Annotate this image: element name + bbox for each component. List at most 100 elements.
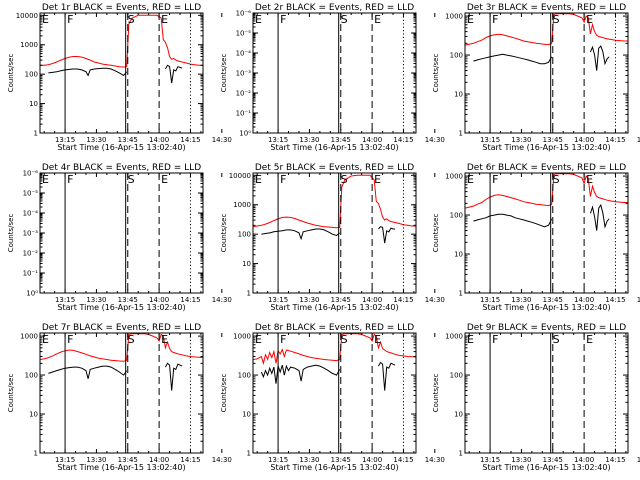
y-tick-label: 100 — [450, 52, 463, 60]
x-tick-label: 14:15 — [393, 456, 413, 464]
x-tick-label: 14:00 — [574, 136, 594, 144]
y-tick-label: 10⁻¹ — [236, 110, 252, 118]
marker-label: S — [553, 173, 560, 186]
marker-label: E — [161, 13, 168, 26]
marker-label: E — [374, 13, 381, 26]
x-tick-label: 14:00 — [149, 296, 169, 304]
y-axis-label: Counts/sec — [7, 54, 15, 93]
x-axis-label: Start Time (16-Apr-15 13:02:40) — [57, 463, 185, 472]
x-tick-label: 14:15 — [605, 296, 625, 304]
y-tick-label: 100 — [450, 372, 463, 380]
plot-frame — [464, 332, 629, 454]
y-tick-label: 10⁻⁵ — [236, 30, 252, 38]
x-tick-label: 14:30 — [425, 136, 445, 144]
x-tick-label: 13:45 — [543, 296, 563, 304]
x-tick-label: 14:30 — [212, 136, 232, 144]
marker-label: S — [553, 333, 560, 346]
marker-label: F — [492, 13, 498, 26]
marker-label: F — [280, 13, 286, 26]
y-tick-label: 1000 — [445, 173, 463, 181]
y-tick-label: 1000 — [233, 333, 251, 341]
marker-label: E — [467, 333, 474, 346]
x-tick-label: 13:45 — [543, 456, 563, 464]
x-tick-label: 13:30 — [86, 136, 106, 144]
series-line-events-1 — [377, 361, 396, 391]
x-tick-label: 13:30 — [511, 296, 531, 304]
x-tick-label: 13:45 — [543, 136, 563, 144]
x-tick-label: 14:00 — [362, 296, 382, 304]
plot-frame — [464, 12, 629, 134]
marker-label: S — [341, 13, 348, 26]
y-axis-label: Counts/sec — [432, 54, 440, 93]
marker-label: E — [374, 173, 381, 186]
plot-frame — [39, 172, 204, 294]
y-tick-label: 10 — [242, 260, 251, 268]
marker-label: E — [374, 333, 381, 346]
x-tick-label: 13:45 — [118, 296, 138, 304]
y-tick-label: 10⁻⁶ — [23, 170, 39, 178]
panel-title: Det 8r BLACK = Events, RED = LLD — [255, 323, 414, 333]
x-tick-label: 14:30 — [212, 456, 232, 464]
x-tick-label: 14:00 — [574, 296, 594, 304]
x-tick-label: 14:00 — [362, 456, 382, 464]
series-line-events-0 — [473, 213, 553, 228]
y-tick-label: 100 — [238, 231, 251, 239]
y-axis-label: Counts/sec — [432, 374, 440, 413]
y-axis-label: Counts/sec — [220, 374, 228, 413]
series-line-events-1 — [589, 203, 610, 231]
plot-frame — [252, 332, 417, 454]
y-tick-label: 1000 — [20, 333, 38, 341]
x-tick-label: 13:15 — [268, 456, 288, 464]
series-line-lld-2 — [465, 13, 628, 46]
x-tick-label: 14:15 — [180, 456, 200, 464]
y-tick-label: 10⁻³ — [23, 230, 39, 238]
panel-title: Det 7r BLACK = Events, RED = LLD — [42, 323, 201, 333]
x-tick-label: 13:45 — [118, 456, 138, 464]
x-tick-label: 14:00 — [574, 456, 594, 464]
y-tick-label: 1 — [34, 130, 38, 138]
marker-label: S — [128, 173, 135, 186]
x-tick-label: 14:30 — [637, 296, 640, 304]
x-tick-label: 14:15 — [605, 456, 625, 464]
marker-label: E — [161, 173, 168, 186]
y-tick-label: 10⁻⁵ — [23, 190, 39, 198]
marker-label: E — [161, 333, 168, 346]
marker-label: F — [67, 173, 73, 186]
y-tick-label: 10 — [454, 91, 463, 99]
marker-label: F — [67, 333, 73, 346]
y-tick-label: 10⁻² — [23, 250, 39, 258]
marker-label: E — [467, 13, 474, 26]
panel-title: Det 1r BLACK = Events, RED = LLD — [42, 3, 201, 13]
x-tick-label: 13:30 — [299, 456, 319, 464]
y-axis-label: Counts/sec — [220, 214, 228, 253]
marker-label: E — [255, 333, 262, 346]
x-tick-label: 13:15 — [55, 296, 75, 304]
y-tick-label: 10⁻³ — [236, 70, 252, 78]
y-tick-label: 100 — [25, 372, 38, 380]
y-tick-label: 10 — [242, 411, 251, 419]
x-tick-label: 14:30 — [637, 456, 640, 464]
y-tick-label: 10⁰ — [239, 130, 251, 138]
y-tick-label: 1000 — [445, 13, 463, 21]
series-line-events-0 — [260, 364, 341, 384]
marker-label: S — [553, 13, 560, 26]
marker-label: E — [42, 333, 49, 346]
plot-frame — [252, 12, 417, 134]
y-tick-label: 1000 — [20, 41, 38, 49]
marker-label: F — [280, 333, 286, 346]
x-tick-label: 13:45 — [118, 136, 138, 144]
y-tick-label: 10 — [454, 251, 463, 259]
series-line-events-0 — [48, 67, 128, 77]
series-line-events-1 — [164, 362, 183, 391]
x-tick-label: 13:15 — [55, 456, 75, 464]
y-tick-label: 10⁻² — [236, 90, 252, 98]
marker-label: S — [128, 13, 135, 26]
y-tick-label: 100 — [238, 372, 251, 380]
x-tick-label: 14:00 — [149, 456, 169, 464]
